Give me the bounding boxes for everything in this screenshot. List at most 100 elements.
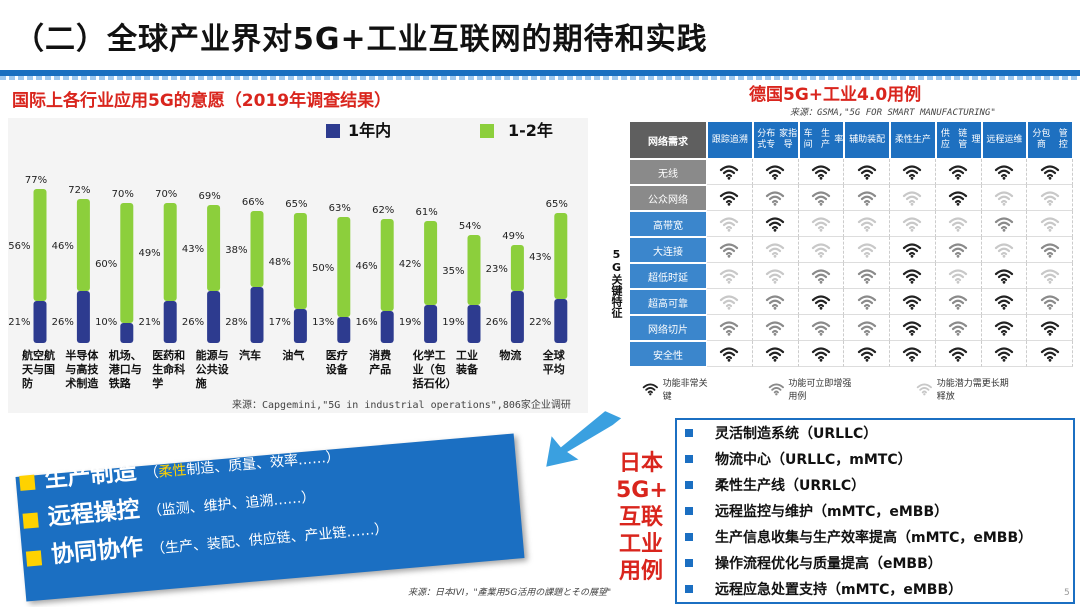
germany-source: 来源：GSMA,"5G FOR SMART MANUFACTURING" (790, 108, 996, 118)
japan-use-case-item: 远程应急处置支持（mMTC，eMBB） (677, 576, 1073, 602)
bar-total-label: 63% (329, 203, 351, 214)
germany-table-cell (752, 315, 799, 341)
wifi-icon (857, 216, 876, 232)
germany-table-cell (890, 237, 936, 263)
wifi-icon (766, 164, 785, 180)
japan-use-case-list: 灵活制造系统（URLLC） 物流中心（URLLC，mMTC） 柔性生产线（URRLC… (675, 418, 1075, 604)
wifi-icon (720, 190, 739, 206)
bullet-square-icon (19, 474, 36, 491)
wifi-icon (811, 242, 830, 258)
legend-label-series1: 1年内 (348, 121, 391, 140)
legend-swatch-series1 (326, 124, 340, 138)
germany-table-row: 高带宽 (629, 211, 1073, 237)
category-label: 汽车 (239, 348, 261, 362)
category-label: 半导体 (65, 348, 99, 362)
wifi-icon (811, 268, 830, 284)
bar-series1-label: 22% (529, 317, 551, 328)
germany-table-cell (752, 211, 799, 237)
category-label: 生命科 (152, 362, 185, 376)
category-label: 平均 (543, 362, 565, 376)
bar-series2-label: 48% (269, 257, 291, 268)
bar-series2 (207, 205, 221, 291)
wifi-icon (903, 346, 922, 362)
bar-series1-label: 21% (138, 317, 160, 328)
japan-use-case-text: 柔性生产线（URRLC） (715, 478, 866, 494)
wifi-icon (857, 294, 876, 310)
bar-series1-label: 19% (442, 317, 464, 328)
category-label: 防 (22, 376, 33, 390)
japan-label: 日本 5G+ 互联 工业 用例 (616, 450, 668, 585)
bar-series2-label: 49% (138, 248, 160, 259)
germany-table-cell (844, 211, 890, 237)
wifi-icon (994, 190, 1013, 206)
category-label: 化学工 (413, 348, 446, 362)
germany-table-row: 网络切片 (629, 315, 1073, 341)
category-label: 物流 (499, 348, 521, 362)
wifi-light-icon (916, 383, 933, 396)
wifi-icon (720, 268, 739, 284)
wifi-icon (903, 190, 922, 206)
bar-series1 (250, 287, 264, 343)
germany-row-label: 网络切片 (629, 315, 707, 341)
bullet-square-icon (685, 507, 693, 515)
bar-series2 (510, 245, 524, 291)
germany-table-cell (1027, 315, 1073, 341)
wifi-icon (720, 294, 739, 310)
germany-table-row: 超低时延 (629, 263, 1073, 289)
bar-series2 (424, 221, 438, 305)
germany-table-cell (981, 289, 1028, 315)
germany-table-cell (890, 341, 936, 367)
wifi-icon (903, 320, 922, 336)
category-label: 能源与 (196, 348, 229, 362)
germany-table-cell (844, 159, 890, 185)
wifi-icon (857, 164, 876, 180)
chart-title: 国际上各行业应用5G的意愿（2019年调查结果） (12, 91, 392, 111)
bar-series1 (380, 311, 394, 343)
germany-table-cell (752, 263, 799, 289)
germany-table-cell (844, 237, 890, 263)
germany-use-case-table: 网络需求 跟踪 追溯 分布式专 家指导 车间 生产率辅助 装配 柔性 生产 供应 链管理远程 运维 分包… (629, 121, 1073, 367)
germany-legend-item: 功能潜力需更长期释放 (916, 376, 1012, 402)
bar-series2-label: 38% (225, 245, 247, 256)
germany-table-cell (890, 315, 936, 341)
germany-table-cell (752, 237, 799, 263)
bullet-square-icon (685, 559, 693, 567)
germany-table-cell (890, 263, 936, 289)
bullet-square-icon (685, 585, 693, 593)
wifi-dark-icon (642, 383, 658, 396)
germany-legend-item: 功能非常关键 (642, 376, 708, 402)
wifi-icon (903, 242, 922, 258)
germany-column-header: 车间 生产率 (798, 121, 845, 159)
bar-series2 (380, 219, 394, 311)
category-label: 施 (196, 376, 207, 390)
category-label: 全球 (542, 348, 566, 362)
wifi-icon (857, 268, 876, 284)
wifi-icon (994, 320, 1013, 336)
japan-use-case-text: 生产信息收集与生产效率提高（mMTC，eMBB） (715, 530, 1033, 546)
bullet-square-icon (22, 512, 39, 529)
bar-total-label: 72% (68, 185, 90, 196)
japan-use-case-item: 物流中心（URLLC，mMTC） (677, 446, 1073, 472)
germany-side-label-text: 5G关键特征 (610, 248, 623, 318)
bar-series2-label: 46% (355, 261, 377, 272)
wifi-icon (994, 242, 1013, 258)
category-label: 医药和 (152, 348, 185, 362)
germany-table-cell (981, 159, 1028, 185)
japan-use-case-text: 灵活制造系统（URLLC） (715, 426, 878, 442)
wifi-icon (857, 346, 876, 362)
bar-series1 (293, 309, 307, 343)
title-underline (0, 70, 1080, 76)
wifi-icon (766, 268, 785, 284)
japan-label-line: 日本 (618, 451, 663, 476)
banner-highlight-text: 柔性 (157, 462, 188, 481)
germany-row-label: 大连接 (629, 237, 707, 263)
germany-table-cell (798, 263, 845, 289)
wifi-icon (949, 268, 968, 284)
category-label: 港口与 (109, 362, 142, 376)
germany-table-row: 公众网络 (629, 185, 1073, 211)
japan-use-case-item: 远程监控与维护（mMTC，eMBB） (677, 498, 1073, 524)
japan-use-case-item: 柔性生产线（URRLC） (677, 472, 1073, 498)
germany-table-cell (707, 237, 753, 263)
germany-legend-label: 功能潜力需更长期释放 (936, 379, 1009, 402)
germany-table-cell (1027, 185, 1073, 211)
